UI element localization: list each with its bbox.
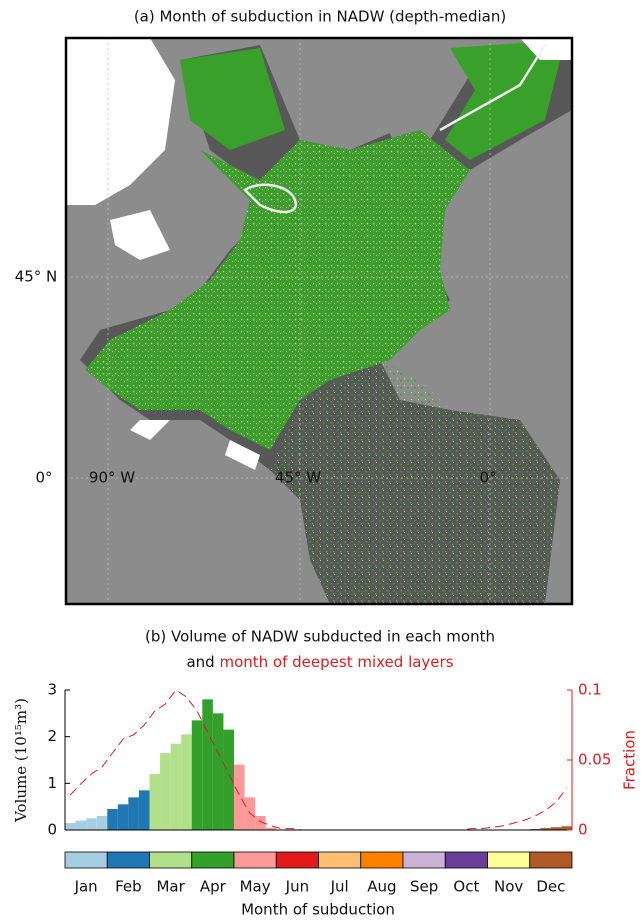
map (66, 38, 572, 604)
bar (202, 699, 213, 830)
title-and: and (186, 653, 214, 671)
bar (96, 816, 108, 830)
map-frame (64, 36, 574, 606)
map-title: (a) Month of subduction in NADW (depth-m… (134, 8, 506, 26)
bar (138, 790, 150, 830)
x-tick-label: Feb (115, 878, 142, 896)
colorbar-swatch (275, 851, 319, 869)
x-tick-label: Nov (494, 878, 523, 896)
x-tick-label: Sep (410, 878, 438, 896)
bar (550, 827, 562, 830)
y2-tick-label: 0.05 (578, 751, 611, 769)
bar (191, 720, 203, 830)
south-speckle (270, 360, 560, 604)
title-red: month of deepest mixed layers (219, 653, 453, 671)
colorbar-swatch (318, 851, 362, 869)
bar (265, 827, 277, 830)
colorbar-swatch (191, 851, 235, 869)
lon-label: 45° W (275, 469, 321, 487)
y-tick-label: 3 (47, 681, 57, 699)
colorbar-swatch (402, 851, 446, 869)
no-data (66, 38, 572, 470)
x-tick-label: Apr (200, 878, 227, 896)
bar (149, 774, 161, 830)
y-tick-label: 1 (47, 774, 57, 792)
colorbar-swatch (106, 851, 150, 869)
x-tick-label: Jun (285, 878, 309, 896)
y-tick-label: 2 (47, 727, 57, 745)
lat-label: 45° N (15, 268, 58, 286)
colorbar-swatch (529, 851, 573, 869)
bar (117, 804, 129, 830)
bar (86, 818, 97, 830)
x-tick-label: May (240, 878, 271, 896)
x-tick-label: Jul (330, 878, 349, 896)
x-tick-label: Dec (536, 878, 565, 896)
y2-axis-label: Fraction (621, 730, 639, 790)
y-axis-label: Volume (10¹⁵m³) (12, 698, 30, 823)
x-tick-label: Jan (74, 878, 98, 896)
x-axis-label: Month of subduction (241, 901, 395, 919)
lon-label: 90° W (89, 469, 135, 487)
greenland (360, 42, 470, 145)
colorbar-swatch (444, 851, 488, 869)
bar (128, 797, 139, 830)
subducted-speckle (85, 130, 470, 450)
contour (243, 44, 547, 214)
chart-title: and month of deepest mixed layers (186, 653, 453, 671)
colorbar-swatch (487, 851, 531, 869)
bar (255, 816, 266, 830)
chart-title: (b) Volume of NADW subducted in each mon… (145, 628, 495, 646)
x-tick-label: Aug (367, 878, 396, 896)
y-tick-label: 0 (47, 821, 57, 839)
colorbar-swatch (64, 851, 108, 869)
y2-tick-label: 0 (578, 821, 588, 839)
y2-tick-label: 0.1 (578, 681, 602, 699)
bar (107, 809, 118, 830)
colorbar-swatch (233, 851, 277, 869)
colorbar-swatch (360, 851, 404, 869)
x-tick-label: Oct (453, 878, 479, 896)
lat-label: 0° (35, 469, 52, 487)
bar (212, 713, 224, 830)
bar (170, 743, 182, 830)
bar (234, 764, 245, 830)
bar (223, 729, 234, 830)
bar (561, 826, 572, 830)
x-tick-label: Mar (156, 878, 185, 896)
bar (540, 828, 551, 830)
bar (160, 753, 171, 830)
colorbar-swatch (149, 851, 193, 869)
bar (65, 823, 76, 830)
bar (181, 734, 192, 830)
bar (75, 820, 87, 830)
lon-label: 0° (479, 469, 496, 487)
